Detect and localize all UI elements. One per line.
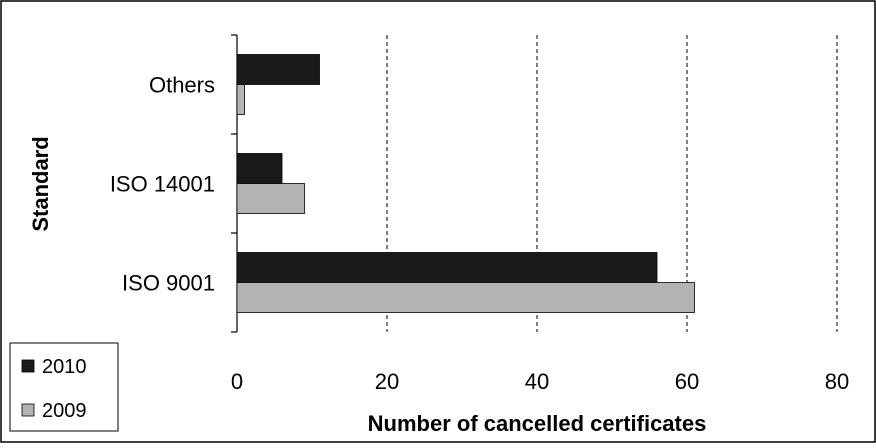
bar-2009-ISO-9001	[236, 282, 695, 313]
tick-labels: ISO 9001 ISO 14001 Others 0 20 40 60 80	[110, 73, 849, 395]
legend: 2010 2009	[9, 342, 119, 432]
x-tick-label: 80	[825, 369, 849, 394]
y-tick-label: Others	[149, 73, 215, 98]
x-tick-label: 40	[525, 369, 549, 394]
bar-2010-ISO-9001	[236, 252, 658, 283]
x-axis-title: Number of cancelled certificates	[368, 411, 707, 436]
x-tick-label: 20	[375, 369, 399, 394]
bar-2009-Others	[236, 84, 245, 115]
y-tick-label: ISO 14001	[110, 172, 215, 197]
legend-label-2009: 2009	[42, 400, 87, 422]
legend-swatch-2010	[21, 359, 35, 373]
bar-2009-ISO-14001	[236, 183, 305, 214]
y-axis-title: Standard	[28, 136, 53, 231]
legend-label-2010: 2010	[42, 356, 87, 378]
legend-swatch-2009	[21, 403, 35, 417]
bar-2010-Others	[236, 54, 320, 85]
bar-2010-ISO-14001	[236, 153, 283, 184]
y-tick-label: ISO 9001	[122, 271, 215, 296]
x-tick-label: 60	[675, 369, 699, 394]
bars	[236, 54, 695, 313]
x-tick-label: 0	[231, 369, 243, 394]
